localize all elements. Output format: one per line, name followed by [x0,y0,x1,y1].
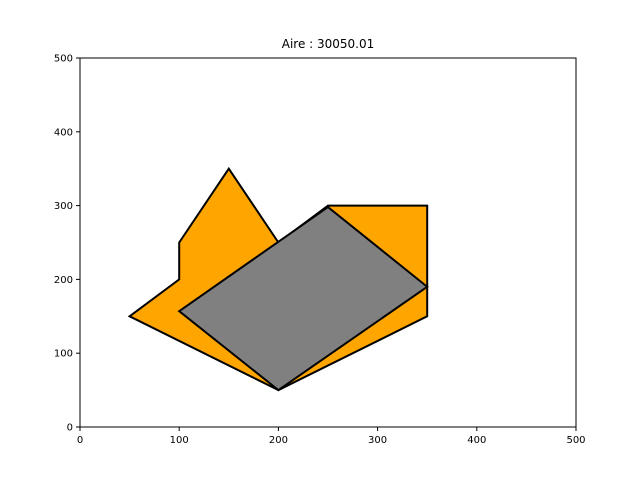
plot-frame [79,57,577,428]
y-tick-label: 300 [54,201,73,212]
y-tick-label: 100 [54,349,73,360]
polygon-inner [177,205,429,392]
x-tick-label: 400 [467,435,486,446]
y-tick-label: 400 [54,127,73,138]
y-axis: 0 100 200 300 400 500 [54,54,80,434]
chart-title: Aire : 30050.01 [282,37,375,51]
y-tick-label: 200 [54,275,73,286]
y-tick-label: 0 [67,423,73,434]
x-tick-label: 500 [566,435,585,446]
x-tick-label: 100 [170,435,189,446]
y-tick-label: 500 [54,54,73,65]
x-tick-label: 0 [77,435,83,446]
x-tick-label: 200 [269,435,288,446]
x-tick-label: 300 [368,435,387,446]
x-axis: 0 100 200 300 400 500 [77,427,586,446]
polygon-layer [127,166,429,392]
